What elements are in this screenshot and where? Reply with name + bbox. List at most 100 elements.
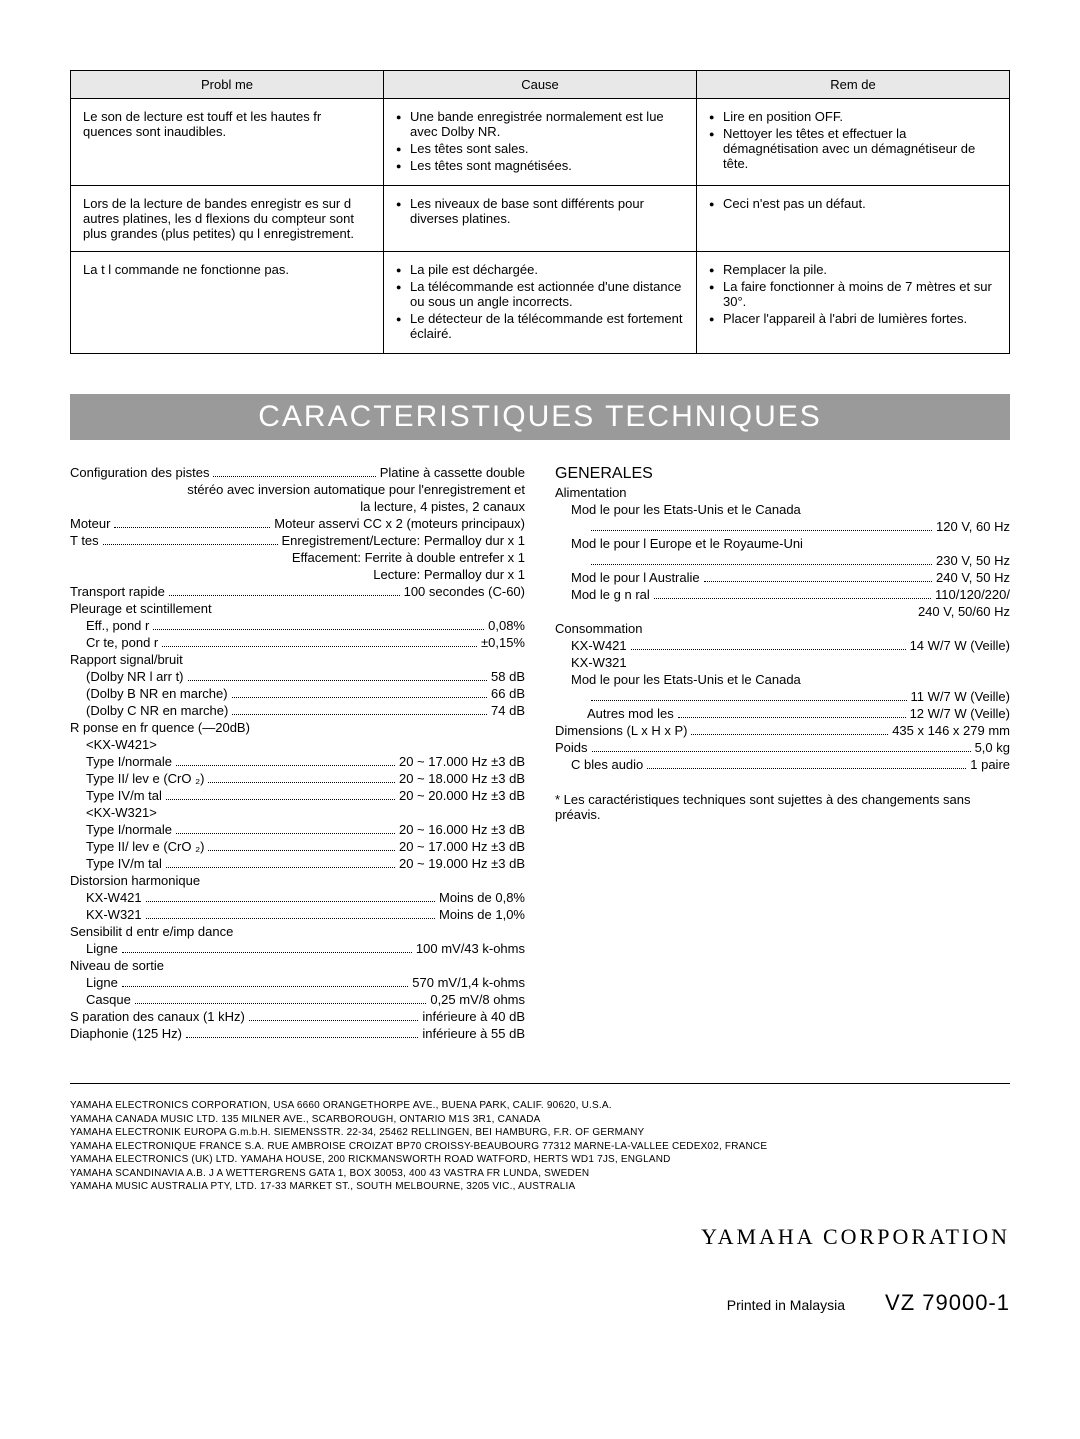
spec-label: Type IV/m tal: [86, 856, 162, 871]
spec-suffix: la lecture, 4 pistes, 2 canaux: [70, 499, 525, 514]
spec-label: Mod le pour l Australie: [571, 570, 700, 585]
spec-value: 66 dB: [491, 686, 525, 701]
spec-heading: Distorsion harmonique: [70, 873, 525, 888]
spec-label: Dimensions (L x H x P): [555, 723, 687, 738]
spec-label: Ligne: [86, 975, 118, 990]
address-line: YAMAHA ELECTRONICS CORPORATION, USA 6660…: [70, 1099, 1010, 1113]
spec-value: ±0,15%: [481, 635, 525, 650]
spec-label: Moteur: [70, 516, 110, 531]
spec-label: Transport rapide: [70, 584, 165, 599]
spec-label: Type II/ lev e (CrO ₂): [86, 771, 204, 786]
spec-value: Platine à cassette double: [380, 465, 525, 480]
spec-suffix: stéréo avec inversion automatique pour l…: [70, 482, 525, 497]
spec-value: 100 secondes (C-60): [404, 584, 525, 599]
left-col: Configuration des pistes Platine à casset…: [70, 465, 525, 1043]
spec-value: 435 x 146 x 279 mm: [892, 723, 1010, 738]
spec-label: (Dolby C NR en marche): [86, 703, 228, 718]
spec-value: 20 ~ 18.000 Hz ±3 dB: [399, 771, 525, 786]
spec-label: Type I/normale: [86, 754, 172, 769]
spec-label: T tes: [70, 533, 99, 548]
list-item: Les têtes sont sales.: [396, 141, 684, 156]
footer: YAMAHA CORPORATION Printed in Malaysia V…: [70, 1224, 1010, 1316]
spec-value: 20 ~ 17.000 Hz ±3 dB: [399, 754, 525, 769]
problem-cell: Lors de la lecture de bandes enregistr e…: [71, 186, 384, 252]
spec-label: Type II/ lev e (CrO ₂): [86, 839, 204, 854]
list-item: Nettoyer les têtes et effectuer la démag…: [709, 126, 997, 171]
spec-heading: Alimentation: [555, 485, 1010, 500]
list-item: Le détecteur de la télécommande est fort…: [396, 311, 684, 341]
spec-label: Mod le pour les Etats-Unis et le Canada: [555, 502, 1010, 517]
list-item: La faire fonctionner à moins de 7 mètres…: [709, 279, 997, 309]
spec-value: Moins de 0,8%: [439, 890, 525, 905]
spec-subhead: <KX-W321>: [70, 805, 525, 820]
spec-label: Eff., pond r: [86, 618, 149, 633]
divider: [70, 1083, 1010, 1084]
spec-suffix: Effacement: Ferrite à double entrefer x …: [70, 550, 525, 565]
spec-value: 5,0 kg: [975, 740, 1010, 755]
spec-label: Mod le pour les Etats-Unis et le Canada: [555, 672, 1010, 687]
spec-label: Mod le pour l Europe et le Royaume-Uni: [555, 536, 1010, 551]
spec-value: 570 mV/1,4 k-ohms: [412, 975, 525, 990]
spec-label: Autres mod les: [587, 706, 674, 721]
spec-label: Type IV/m tal: [86, 788, 162, 803]
cause-cell: Les niveaux de base sont différents pour…: [384, 186, 697, 252]
spec-value: inférieure à 55 dB: [422, 1026, 525, 1041]
list-item: La pile est déchargée.: [396, 262, 684, 277]
remedy-cell: Lire en position OFF.Nettoyer les têtes …: [697, 99, 1010, 186]
spec-heading: Sensibilit d entr e/imp dance: [70, 924, 525, 939]
spec-subhead: <KX-W421>: [70, 737, 525, 752]
printed-in: Printed in Malaysia: [727, 1297, 845, 1313]
spec-suffix: Lecture: Permalloy dur x 1: [70, 567, 525, 582]
specs-columns: Configuration des pistes Platine à casset…: [70, 465, 1010, 1043]
right-col: GENERALES Alimentation Mod le pour les E…: [555, 465, 1010, 1043]
problem-cell: La t l commande ne fonctionne pas.: [71, 252, 384, 354]
address-block: YAMAHA ELECTRONICS CORPORATION, USA 6660…: [70, 1099, 1010, 1194]
spec-value: 0,08%: [488, 618, 525, 633]
spec-value: 1 paire: [970, 757, 1010, 772]
spec-value: 20 ~ 17.000 Hz ±3 dB: [399, 839, 525, 854]
list-item: La télécommande est actionnée d'une dist…: [396, 279, 684, 309]
spec-label: Diaphonie (125 Hz): [70, 1026, 182, 1041]
generales-heading: GENERALES: [555, 465, 1010, 483]
address-line: YAMAHA ELECTRONIK EUROPA G.m.b.H. SIEMEN…: [70, 1126, 1010, 1140]
th-remedy: Rem de: [697, 71, 1010, 99]
spec-label: S paration des canaux (1 kHz): [70, 1009, 245, 1024]
spec-value: 230 V, 50 Hz: [936, 553, 1010, 568]
spec-value: Moteur asservi CC x 2 (moteurs principau…: [274, 516, 525, 531]
spec-label: Cr te, pond r: [86, 635, 158, 650]
list-item: Ceci n'est pas un défaut.: [709, 196, 997, 211]
spec-value: 20 ~ 16.000 Hz ±3 dB: [399, 822, 525, 837]
spec-heading: Niveau de sortie: [70, 958, 525, 973]
remedy-cell: Remplacer la pile.La faire fonctionner à…: [697, 252, 1010, 354]
spec-heading: R ponse en fr quence (—20dB): [70, 720, 525, 735]
spec-label: Ligne: [86, 941, 118, 956]
spec-suffix: 240 V, 50/60 Hz: [555, 604, 1010, 619]
list-item: Une bande enregistrée normalement est lu…: [396, 109, 684, 139]
spec-label: KX-W421: [571, 638, 627, 653]
spec-label: KX-W421: [86, 890, 142, 905]
spec-heading: Rapport signal/bruit: [70, 652, 525, 667]
spec-subhead: KX-W321: [555, 655, 1010, 670]
corp-name: YAMAHA CORPORATION: [70, 1224, 1010, 1250]
spec-label: Type I/normale: [86, 822, 172, 837]
spec-label: (Dolby B NR en marche): [86, 686, 228, 701]
table-row: Lors de la lecture de bandes enregistr e…: [71, 186, 1010, 252]
troubleshoot-table: Probl me Cause Rem de Le son de lecture …: [70, 70, 1010, 354]
address-line: YAMAHA MUSIC AUSTRALIA PTY, LTD. 17-33 M…: [70, 1180, 1010, 1194]
address-line: YAMAHA CANADA MUSIC LTD. 135 MILNER AVE.…: [70, 1113, 1010, 1127]
spec-label: Casque: [86, 992, 131, 1007]
doc-code: VZ 79000-1: [885, 1290, 1010, 1316]
spec-value: 100 mV/43 k-ohms: [416, 941, 525, 956]
spec-note: * Les caractéristiques techniques sont s…: [555, 792, 1010, 822]
spec-value: 74 dB: [491, 703, 525, 718]
spec-value: 110/120/220/: [935, 587, 1010, 602]
spec-heading: Pleurage et scintillement: [70, 601, 525, 616]
cause-cell: La pile est déchargée. La télécommande es…: [384, 252, 697, 354]
spec-label: Configuration des pistes: [70, 465, 209, 480]
section-title: CARACTERISTIQUES TECHNIQUES: [70, 394, 1010, 440]
list-item: Placer l'appareil à l'abri de lumières f…: [709, 311, 997, 326]
address-line: YAMAHA SCANDINAVIA A.B. J A WETTERGRENS …: [70, 1167, 1010, 1181]
spec-value: 0,25 mV/8 ohms: [430, 992, 525, 1007]
spec-value: 12 W/7 W (Veille): [910, 706, 1010, 721]
list-item: Les niveaux de base sont différents pour…: [396, 196, 684, 226]
